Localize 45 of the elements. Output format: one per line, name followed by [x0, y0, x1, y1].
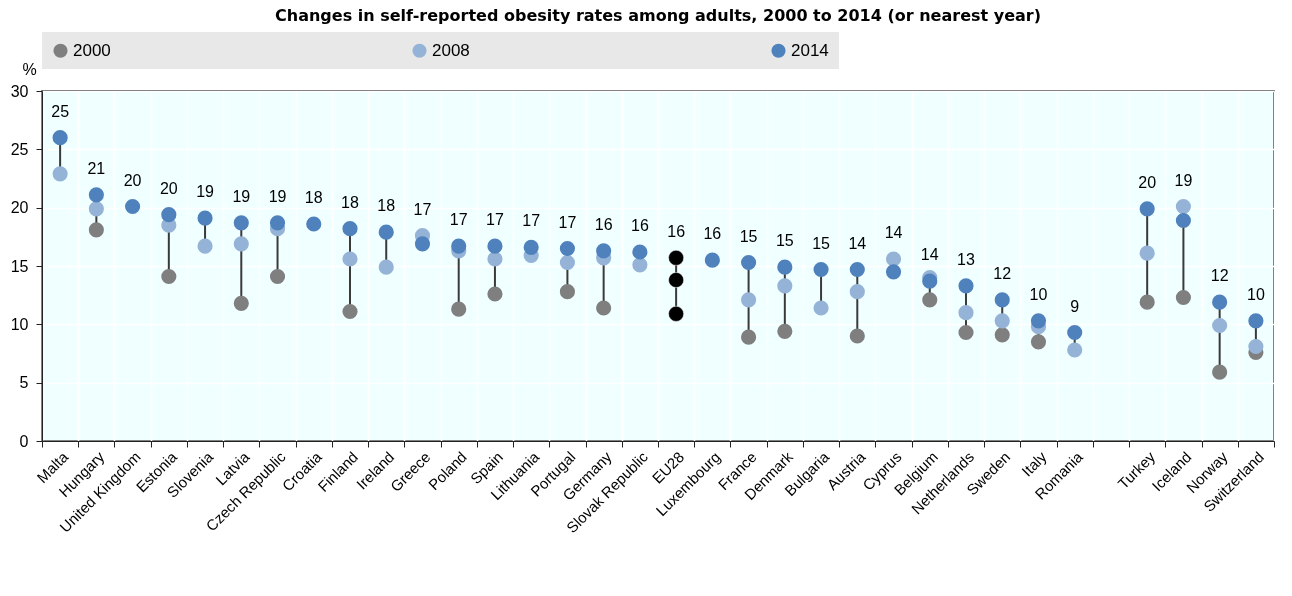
- annotation: 18: [304, 189, 323, 206]
- annotation: 21: [87, 159, 106, 177]
- annotation: 17: [486, 211, 504, 229]
- annotation: 12: [1210, 267, 1229, 285]
- annotation: 18: [341, 193, 359, 211]
- y-tick-label: 25: [10, 140, 29, 158]
- annotation: 17: [413, 200, 432, 218]
- y-tick-label: 10: [10, 315, 29, 333]
- annotation: 13: [957, 250, 975, 268]
- annotation: 16: [703, 225, 722, 243]
- annotation: 19: [196, 183, 215, 201]
- annotation: 16: [667, 222, 686, 240]
- annotation: 15: [739, 227, 758, 245]
- legend-label: 2000: [73, 40, 111, 60]
- legend-label: 2008: [432, 40, 470, 60]
- annotation: 18: [377, 197, 396, 215]
- chart-title: Changes in self-reported obesity rates among adults, 2000 to 2014 (or nearest year): [275, 6, 1041, 25]
- annotation: 20: [123, 171, 142, 189]
- annotation: 19: [232, 187, 251, 205]
- y-axis-title: %: [22, 60, 37, 78]
- annotation: 19: [1174, 171, 1193, 189]
- annotation: 20: [159, 179, 178, 197]
- y-tick-label: 30: [10, 82, 29, 100]
- y-tick-label: 5: [19, 374, 29, 392]
- annotation: 16: [594, 215, 613, 233]
- annotation: 17: [449, 211, 468, 229]
- annotation: 17: [522, 212, 541, 230]
- annotation: 19: [268, 187, 287, 205]
- annotation: 25: [51, 102, 70, 120]
- annotation: 9: [1070, 297, 1080, 315]
- annotation: 15: [775, 232, 794, 250]
- annotation: 14: [848, 234, 867, 252]
- annotation: 15: [812, 234, 831, 252]
- y-tick-label: 15: [10, 257, 29, 275]
- annotation: 20: [1138, 173, 1157, 191]
- annotation: 14: [920, 246, 939, 264]
- annotation: 14: [884, 224, 903, 241]
- y-tick-label: 0: [19, 432, 29, 450]
- annotation: 17: [558, 213, 577, 231]
- y-tick-label: 20: [10, 199, 29, 217]
- annotation: 16: [630, 217, 649, 234]
- annotation: 12: [993, 264, 1012, 282]
- legend-label: 2014: [791, 40, 829, 60]
- annotation: 10: [1246, 285, 1265, 303]
- annotation: 10: [1029, 285, 1048, 303]
